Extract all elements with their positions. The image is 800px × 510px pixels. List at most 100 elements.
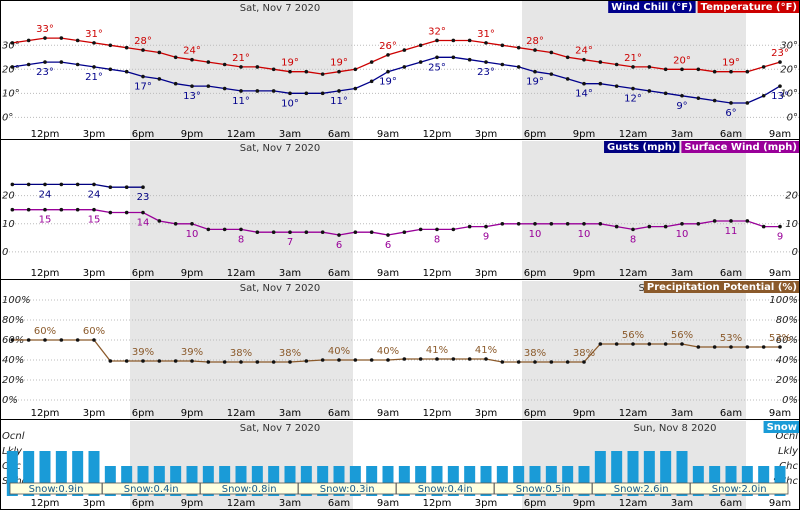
x-tick-label: 9pm [181,129,203,140]
data-point [304,359,309,363]
data-point [631,65,635,69]
data-point [124,185,129,190]
data-point [10,207,15,212]
data-point [271,67,276,72]
data-label: 21° [85,72,103,83]
data-point [418,43,423,48]
data-point [533,221,537,226]
data-point [582,360,586,364]
y-tick-label: 0 [2,247,8,258]
data-point [173,221,178,226]
y-tick-label: 0° [787,112,798,123]
data-label: 40% [328,346,350,357]
data-point [402,357,407,361]
bar [643,451,655,496]
x-tick-label: 9am [377,268,399,279]
data-point [26,62,31,67]
data-point [92,207,96,212]
data-point [206,227,211,232]
y-tick-label: 80% [2,315,24,326]
data-label: 11° [232,96,250,107]
data-point [778,345,782,349]
data-label: 19° [526,77,544,88]
y-tick-label: 100% [769,295,798,306]
data-point [304,91,309,96]
bar [170,466,182,496]
data-point [124,69,129,74]
data-point [190,84,194,88]
data-point [467,357,472,361]
x-tick-label: 12am [619,408,648,419]
data-point [206,360,211,364]
data-point [353,230,358,235]
x-tick-label: 6am [720,129,742,140]
data-label: 56% [671,330,693,341]
x-tick-label: 9am [377,129,399,140]
data-point [43,60,47,64]
bar [480,466,492,496]
data-point [190,57,194,62]
x-tick-label: 12am [227,408,256,419]
data-point [516,221,521,226]
data-point [288,69,292,74]
data-point [369,79,374,84]
x-tick-label: 9pm [573,129,595,140]
data-point [92,338,96,342]
data-label: 9 [777,232,783,243]
x-tick-label: 12pm [31,129,60,140]
data-point [712,345,717,349]
data-label: 23° [477,67,495,78]
data-label: 23° [771,48,789,59]
data-point [124,210,129,215]
panel-header: Sat, Nov 7 2020 [240,3,320,14]
data-label: 19° [330,58,348,69]
data-point [239,360,243,364]
bar [545,466,557,496]
data-point [108,185,113,190]
data-point [108,359,113,363]
x-tick-label: 12am [619,498,648,509]
data-label: 39% [132,347,154,358]
snow-amount-label: Snow:0.4in [124,484,179,495]
snow-amount-label: Snow:0.5in [516,484,571,495]
x-tick-label: 3pm [475,408,497,419]
data-label: 38% [573,348,595,359]
night-shade [130,421,353,510]
x-tick-label: 6pm [524,129,546,140]
data-label: 53% [769,333,791,344]
data-point [516,65,521,69]
x-tick-label: 12pm [31,268,60,279]
data-point [745,345,750,349]
y-tick-label: 0% [782,395,798,406]
x-tick-label: 3am [671,498,693,509]
data-label: 31° [477,29,495,40]
data-point [614,224,619,229]
bar [513,466,525,496]
night-shade [130,1,353,140]
night-shade [522,141,746,280]
data-point [598,342,603,346]
data-point [43,36,47,40]
data-label: 17° [134,82,152,93]
legend-label: Snow [767,422,797,433]
x-tick-label: 6am [720,498,742,509]
panel-header: Sat, Nov 7 2020 [240,143,320,154]
data-point [435,357,439,361]
x-tick-label: 3pm [83,498,105,509]
data-point [516,45,521,50]
data-label: 24 [88,189,101,200]
series-line [12,56,781,104]
data-label: 60% [83,326,105,337]
data-point [304,69,309,74]
bar [562,466,574,496]
data-point [549,221,554,226]
legend-label: Precipitation Potential (%) [647,282,797,293]
data-label: 11 [725,226,738,237]
data-point [141,48,145,52]
data-point [10,41,15,45]
data-point [59,36,64,40]
data-point [402,65,407,69]
data-point [75,338,80,342]
legend-swatch [608,1,696,13]
bar [578,466,590,496]
